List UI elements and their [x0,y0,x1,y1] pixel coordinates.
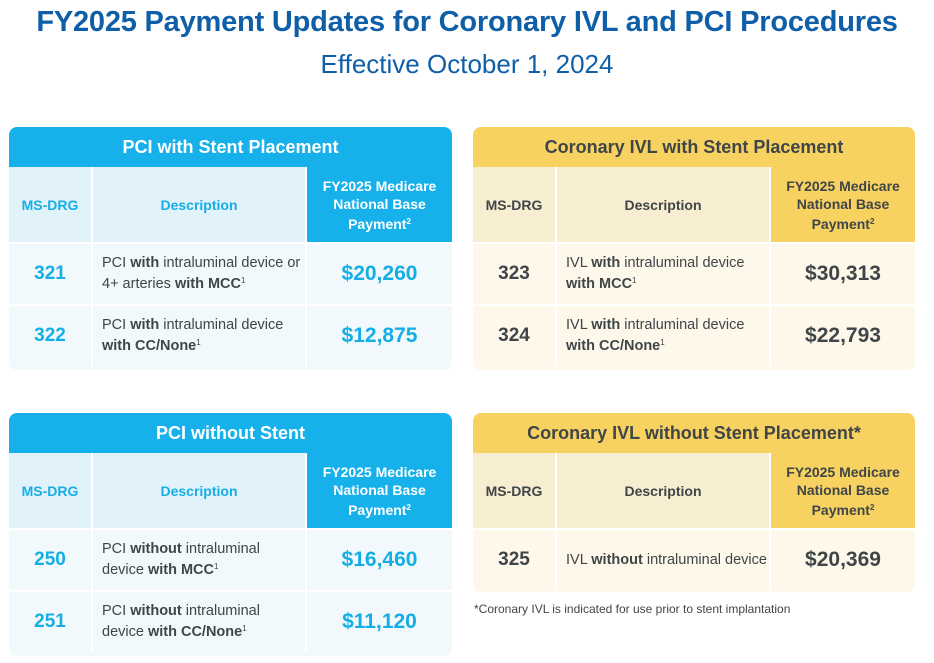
drg-description: PCI with intraluminal device or 4+ arter… [91,244,307,304]
base-payment: $11,120 [342,610,417,633]
table-row: 323 IVL with intraluminal device with MC… [473,242,915,304]
column-header-payment: FY2025 Medicare National Base Payment2 [771,453,915,528]
footnote: *Coronary IVL is indicated for use prior… [474,602,791,616]
table-title: Coronary IVL with Stent Placement [473,127,915,167]
table-pci-without-stent: PCI without Stent MS-DRG Description FY2… [9,413,452,656]
table-title: PCI without Stent [9,413,452,453]
table-row: 321 PCI with intraluminal device or 4+ a… [9,242,452,304]
drg-description: PCI without intraluminal device with MCC… [91,530,307,590]
table-title: PCI with Stent Placement [9,127,452,167]
drg-description: PCI without intraluminal device with CC/… [91,592,307,652]
page-subtitle: Effective October 1, 2024 [320,49,614,79]
table-header-row: MS-DRG Description FY2025 Medicare Natio… [473,167,915,242]
table-pci-with-stent: PCI with Stent Placement MS-DRG Descript… [9,127,452,370]
table-header-row: MS-DRG Description FY2025 Medicare Natio… [9,453,452,528]
base-payment: $12,875 [341,324,418,347]
base-payment: $20,369 [805,548,881,571]
column-header-payment: FY2025 Medicare National Base Payment2 [307,453,452,528]
drg-description: PCI with intraluminal device with CC/Non… [91,306,307,366]
table-header-row: MS-DRG Description FY2025 Medicare Natio… [473,453,915,528]
table-row: 251 PCI without intraluminal device with… [9,590,452,652]
drg-code: 323 [498,263,530,284]
column-header-payment: FY2025 Medicare National Base Payment2 [771,167,915,242]
table-row: 250 PCI without intraluminal device with… [9,528,452,590]
base-payment: $30,313 [805,262,881,285]
drg-description: IVL with intraluminal device with MCC1 [555,244,771,304]
column-header-description: Description [555,167,771,242]
table-row: 325 IVL without intraluminal device $20,… [473,528,915,590]
base-payment: $16,460 [341,548,418,571]
base-payment: $22,793 [805,324,881,347]
drg-code: 325 [498,549,530,570]
column-header-drg: MS-DRG [9,453,91,528]
table-title: Coronary IVL without Stent Placement* [473,413,915,453]
drg-description: IVL without intraluminal device [555,530,771,590]
column-header-drg: MS-DRG [473,453,555,528]
drg-code: 324 [498,325,530,346]
table-ivl-without-stent: Coronary IVL without Stent Placement* MS… [473,413,915,592]
table-ivl-with-stent: Coronary IVL with Stent Placement MS-DRG… [473,127,915,370]
table-header-row: MS-DRG Description FY2025 Medicare Natio… [9,167,452,242]
drg-code: 250 [34,549,66,570]
table-row: 322 PCI with intraluminal device with CC… [9,304,452,366]
page-title: FY2025 Payment Updates for Coronary IVL … [36,6,898,38]
column-header-description: Description [91,167,307,242]
drg-description: IVL with intraluminal device with CC/Non… [555,306,771,366]
drg-code: 251 [34,611,66,632]
table-row: 324 IVL with intraluminal device with CC… [473,304,915,366]
drg-code: 322 [34,325,66,346]
column-header-description: Description [555,453,771,528]
drg-code: 321 [34,263,66,284]
column-header-drg: MS-DRG [9,167,91,242]
column-header-description: Description [91,453,307,528]
base-payment: $20,260 [341,262,418,285]
column-header-drg: MS-DRG [473,167,555,242]
column-header-payment: FY2025 Medicare National Base Payment2 [307,167,452,242]
